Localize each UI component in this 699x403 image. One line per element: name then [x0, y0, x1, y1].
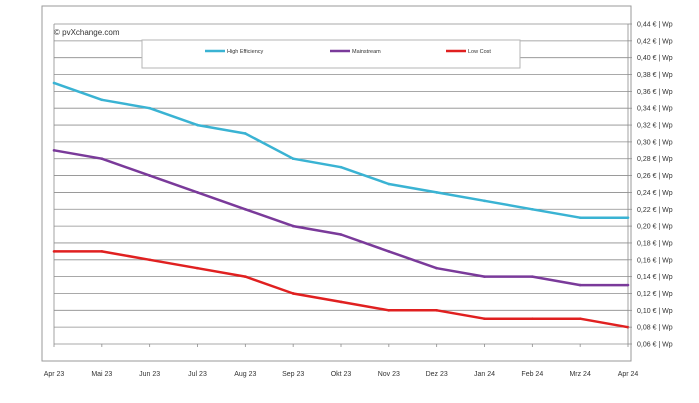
series-2-point	[339, 300, 343, 304]
series-2-point	[387, 309, 391, 312]
y-tick-label: 0,22 € | Wp	[637, 207, 673, 214]
series-1-point	[435, 266, 438, 270]
x-tick-label: Apr 23	[44, 371, 65, 378]
series-0-point	[531, 207, 534, 211]
y-axis-ticks: 0,06 € | Wp 0,08 € | Wp 0,10 € | Wp 0,12 € …	[628, 22, 673, 349]
x-tick-label: Jan 24	[474, 371, 495, 378]
series-0-point	[578, 216, 582, 219]
y-tick-label: 0,18 € | Wp	[637, 240, 673, 247]
series-2-point	[291, 292, 295, 295]
x-tick-label: Nov 23	[378, 371, 400, 378]
series-1-point	[531, 275, 534, 278]
x-tick-label: Okt 23	[331, 371, 352, 378]
y-tick-label: 0,36 € | Wp	[637, 89, 673, 96]
y-tick-label: 0,08 € | Wp	[637, 325, 673, 332]
series-0-point	[100, 98, 104, 102]
x-tick-label: Mai 23	[91, 371, 112, 378]
series-2-point	[578, 317, 582, 321]
series-0-point	[626, 216, 630, 219]
series-0-point	[196, 123, 199, 127]
series-1-point	[52, 149, 56, 152]
y-tick-label: 0,12 € | Wp	[637, 291, 673, 298]
x-tick-label: Mrz 24	[569, 371, 591, 378]
x-axis-ticks: Apr 23 Mai 23 Jun 23 Jul 23 Aug 23 Sep 23 Okt …	[44, 344, 639, 378]
series-2-point	[196, 266, 199, 270]
y-tick-label: 0,26 € | Wp	[637, 173, 673, 180]
x-tick-label: Sep 23	[282, 371, 304, 378]
y-tick-label: 0,10 € | Wp	[637, 308, 673, 315]
series-2-point	[483, 317, 486, 321]
series-1-point	[339, 233, 343, 236]
series-1-point	[483, 275, 486, 278]
series-2-point	[148, 258, 151, 262]
series-1-point	[244, 207, 247, 211]
y-tick-label: 0,40 € | Wp	[637, 55, 673, 62]
series-0-point	[52, 81, 56, 85]
series-0-point	[435, 191, 438, 194]
legend-label: Low Cost	[468, 49, 491, 55]
y-tick-label: 0,42 € | Wp	[637, 38, 673, 45]
y-tick-label: 0,34 € | Wp	[637, 106, 673, 113]
legend-box	[141, 39, 521, 69]
series-0-point	[291, 157, 295, 161]
legend-label: High Efficiency	[227, 49, 264, 55]
y-tick-label: 0,38 € | Wp	[637, 72, 673, 79]
series-2-point	[435, 309, 438, 312]
y-tick-label: 0,14 € | Wp	[637, 274, 673, 281]
y-tick-label: 0,30 € | Wp	[637, 139, 673, 146]
series-1-point	[148, 174, 151, 177]
series-1-point	[578, 283, 582, 287]
series-0-point	[244, 132, 247, 135]
series-2-point	[52, 250, 56, 253]
x-tick-label: Dez 23	[426, 371, 448, 378]
watermark: © pvXchange.com	[54, 28, 120, 37]
x-tick-label: Jun 23	[139, 371, 160, 378]
series-0-point	[387, 182, 391, 186]
series-layer	[52, 81, 630, 329]
x-tick-label: Feb 24	[521, 371, 543, 378]
series-2-point	[531, 317, 534, 321]
y-tick-label: 0,16 € | Wp	[637, 257, 673, 264]
series-1-point	[387, 250, 391, 253]
series-1-point	[196, 191, 199, 194]
y-tick-label: 0,06 € | Wp	[637, 342, 673, 349]
series-1-point	[100, 157, 104, 161]
x-tick-label: Jul 23	[188, 371, 207, 378]
series-0-point	[339, 165, 343, 169]
series-0-point	[148, 106, 151, 110]
series-0-point	[483, 199, 486, 203]
x-tick-label: Aug 23	[234, 371, 256, 378]
legend-label: Mainstream	[352, 49, 381, 55]
series-1-point	[626, 283, 630, 287]
series-1-point	[291, 224, 295, 228]
x-tick-label: Apr 24	[618, 371, 639, 378]
series-2-point	[244, 275, 247, 278]
series-2-point	[100, 250, 104, 253]
y-tick-label: 0,44 € | Wp	[637, 22, 673, 29]
y-tick-label: 0,24 € | Wp	[637, 190, 673, 197]
y-tick-label: 0,20 € | Wp	[637, 224, 673, 231]
y-tick-label: 0,28 € | Wp	[637, 156, 673, 163]
y-tick-label: 0,32 € | Wp	[637, 123, 673, 130]
legend: High Efficiency Mainstream Low Cost	[205, 49, 491, 55]
